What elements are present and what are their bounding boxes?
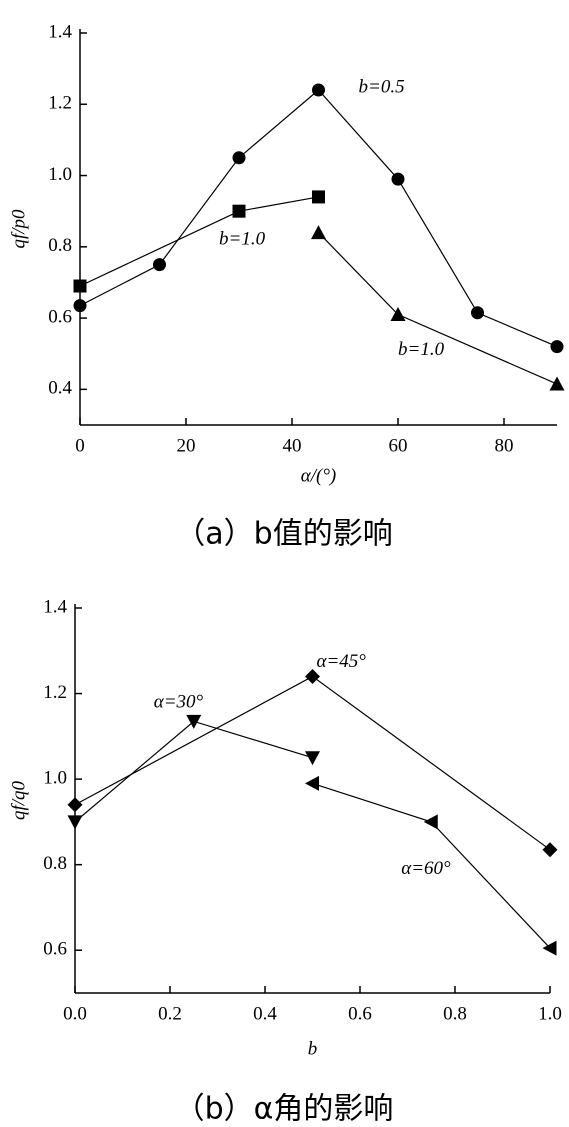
marker <box>542 940 557 956</box>
marker <box>153 258 166 272</box>
series-label: α=30° <box>154 692 204 713</box>
series-line <box>74 720 313 823</box>
y-tick-label: 1.4 <box>43 596 67 617</box>
y-tick-label: 0.4 <box>48 378 72 399</box>
marker <box>423 814 438 830</box>
x-axis-label: b <box>308 1038 318 1059</box>
series-label: b=0.5 <box>359 76 405 97</box>
y-axis-label: qf/q0 <box>8 780 29 820</box>
x-tick-label: 60 <box>389 435 408 456</box>
y-tick-label: 1.0 <box>48 164 72 185</box>
marker <box>471 306 484 320</box>
marker <box>67 815 83 830</box>
x-tick-label: 0.8 <box>443 1003 467 1024</box>
x-tick-label: 0.4 <box>253 1003 277 1024</box>
series-label: b=1.0 <box>219 229 266 250</box>
x-tick-label: 0.0 <box>63 1003 87 1024</box>
marker <box>305 668 320 684</box>
marker <box>550 340 564 354</box>
x-tick-label: 0.6 <box>348 1003 372 1024</box>
series-label: α=45° <box>317 651 367 672</box>
caption: （b）α角的影响 <box>175 1092 394 1127</box>
marker <box>73 279 87 293</box>
x-tick-label: 0.2 <box>158 1003 182 1024</box>
marker <box>312 83 325 97</box>
y-tick-label: 1.0 <box>43 767 67 788</box>
y-tick-label: 1.2 <box>48 93 72 114</box>
marker <box>305 751 320 766</box>
marker <box>390 307 406 322</box>
y-tick-label: 1.4 <box>48 21 72 42</box>
marker <box>73 299 87 313</box>
x-tick-label: 20 <box>177 435 196 456</box>
y-tick-label: 0.8 <box>43 853 67 874</box>
series-label: b=1.0 <box>398 339 445 360</box>
marker <box>542 842 558 858</box>
marker <box>391 172 405 186</box>
x-tick-label: 1.0 <box>538 1003 562 1024</box>
x-axis-label: α/(°) <box>301 465 337 486</box>
series-label: α=60° <box>401 858 451 879</box>
y-tick-label: 0.6 <box>48 306 72 327</box>
marker <box>232 151 246 165</box>
y-axis-label: qf/p0 <box>8 209 29 249</box>
y-tick-label: 0.6 <box>43 939 67 960</box>
marker <box>232 204 246 218</box>
marker <box>67 797 83 813</box>
caption: （a）b值的影响 <box>175 517 392 552</box>
x-tick-label: 40 <box>283 435 302 456</box>
marker <box>186 714 202 729</box>
series-line <box>79 89 558 348</box>
marker <box>305 775 319 791</box>
marker <box>312 190 325 204</box>
marker <box>549 376 565 391</box>
x-tick-label: 0 <box>75 435 85 456</box>
x-tick-label: 80 <box>495 435 514 456</box>
y-tick-label: 1.2 <box>43 682 67 703</box>
y-tick-label: 0.8 <box>48 235 72 256</box>
series-line <box>318 232 558 385</box>
marker <box>311 225 326 240</box>
